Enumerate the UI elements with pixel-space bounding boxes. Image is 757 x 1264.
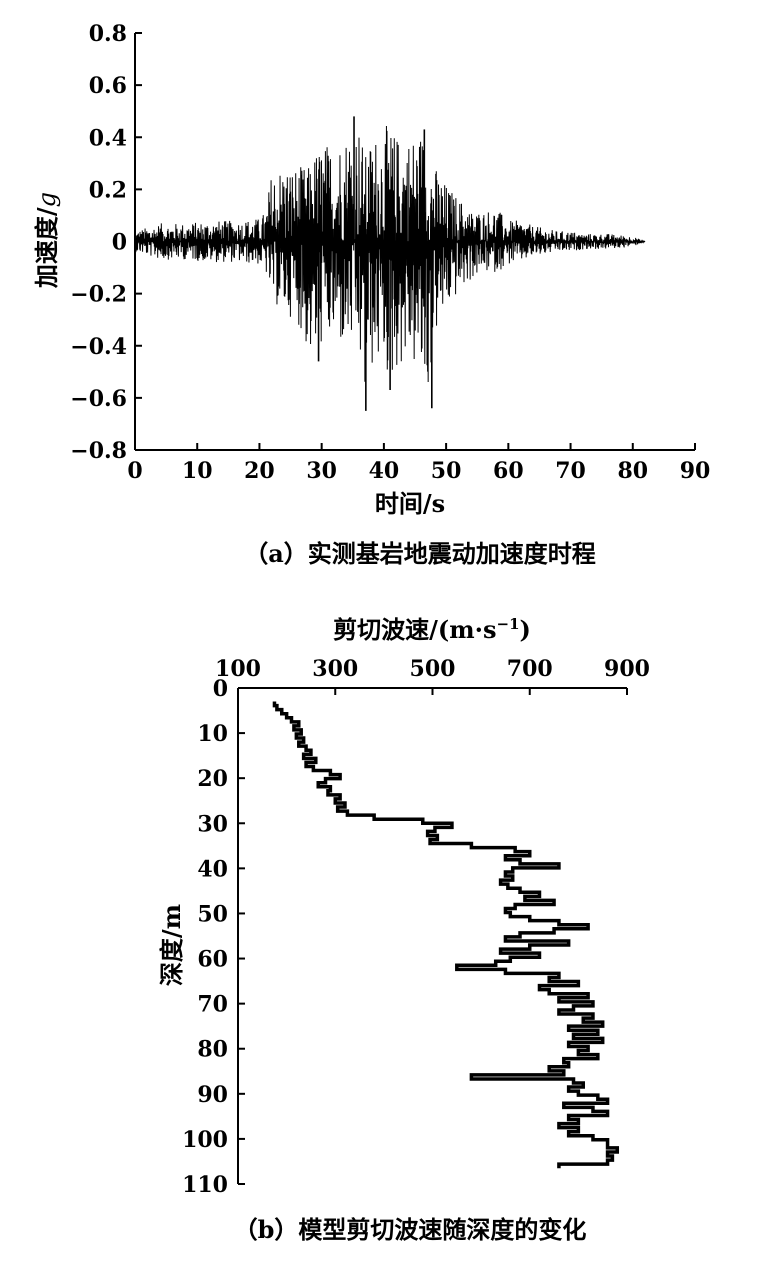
shear-velocity-series <box>272 701 620 1169</box>
a-y-tick-label: 0.8 <box>89 21 127 47</box>
b-y-tick-label: 50 <box>197 901 228 927</box>
b-y-tick-label: 70 <box>197 992 228 1018</box>
a-x-tick-label: 70 <box>555 458 586 484</box>
a-axis-ticks: 0 10 20 30 40 50 60 70 80 90 0.8 0.6 0.4 0.2 0 −0.2 −0.4… <box>70 21 710 484</box>
velocity-profile-line <box>272 701 620 1169</box>
a-x-tick-label: 10 <box>182 458 213 484</box>
a-x-tick-label: 60 <box>493 458 524 484</box>
shear-wave-chart: 100 300 500 700 900 0 10 20 30 40 50 60 70 80 90 100 110… <box>157 615 650 1244</box>
acceleration-series <box>134 116 646 411</box>
a-y-tick-label: −0.2 <box>70 282 127 308</box>
b-caption: （b）模型剪切波速随深度的变化 <box>234 1215 587 1244</box>
b-x-tick-label: 300 <box>312 656 358 682</box>
a-x-tick-label: 30 <box>306 458 337 484</box>
b-y-tick-label: 80 <box>197 1037 228 1063</box>
b-y-tick-label: 20 <box>197 766 228 792</box>
a-y-tick-label: 0.6 <box>89 73 127 99</box>
b-y-tick-label: 40 <box>197 856 228 882</box>
b-y-tick-label: 90 <box>197 1082 228 1108</box>
a-x-tick-label: 40 <box>369 458 400 484</box>
b-y-tick-label: 100 <box>182 1127 228 1153</box>
a-x-tick-label: 0 <box>127 458 142 484</box>
a-y-label: 加速度/g <box>32 192 61 288</box>
a-x-tick-label: 80 <box>617 458 648 484</box>
a-x-tick-label: 20 <box>244 458 275 484</box>
b-y-tick-label: 110 <box>182 1172 228 1198</box>
b-x-tick-label: 700 <box>507 656 553 682</box>
b-y-tick-label: 30 <box>197 811 228 837</box>
a-x-tick-label: 90 <box>680 458 711 484</box>
a-caption: （a）实测基岩地震动加速度时程 <box>244 539 596 568</box>
b-x-tick-label: 900 <box>604 656 650 682</box>
b-y-tick-label: 10 <box>197 721 228 747</box>
b-x-tick-label: 500 <box>410 656 456 682</box>
a-y-tick-label: −0.6 <box>70 386 127 412</box>
a-y-tick-label: 0.4 <box>89 125 127 151</box>
a-y-tick-label: −0.8 <box>70 438 127 464</box>
a-y-tick-label: 0 <box>112 230 127 256</box>
a-y-tick-label: 0.2 <box>89 177 127 203</box>
b-axis-ticks: 100 300 500 700 900 0 10 20 30 40 50 60 70 80 90 100 110 <box>182 656 650 1198</box>
b-x-tick-label: 100 <box>215 656 261 682</box>
b-y-label: 深度/m <box>157 904 186 986</box>
a-x-label: 时间/s <box>375 489 445 518</box>
a-x-tick-label: 50 <box>431 458 462 484</box>
a-y-tick-label: −0.4 <box>70 334 127 360</box>
b-y-tick-label: 0 <box>213 676 228 702</box>
b-y-tick-label: 60 <box>197 947 228 973</box>
acceleration-chart: 0 10 20 30 40 50 60 70 80 90 0.8 0.6 0.4 0.2 0 −0.2 −0.4… <box>32 21 710 568</box>
b-x-label: 剪切波速/(m·s−1) <box>333 615 531 644</box>
